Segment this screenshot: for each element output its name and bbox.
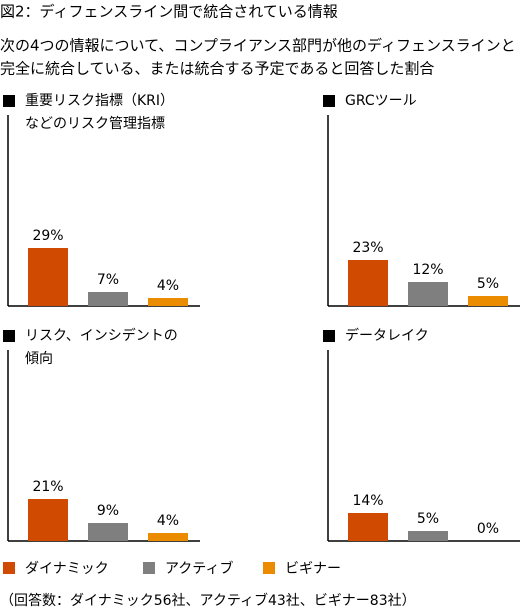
chart-title: 図2：ディフェンスライン間で統合されている情報 (0, 3, 338, 21)
subtitle: 次の4つの情報について、コンプライアンス部門が他のディフェンスラインと (0, 37, 516, 55)
legend-label: アクティブ (165, 560, 233, 577)
value-label: 5% (477, 276, 499, 292)
bar (148, 533, 188, 541)
bar (88, 523, 128, 541)
panel-title: GRCツール (345, 93, 417, 109)
legend-swatch (143, 562, 155, 574)
bar (88, 292, 128, 306)
bar (348, 513, 388, 541)
panel-marker (323, 95, 335, 107)
legend-label: ダイナミック (25, 561, 109, 577)
value-label: 0% (477, 521, 499, 537)
value-label: 5% (417, 511, 439, 527)
panel-title: 傾向 (25, 351, 53, 367)
panel-marker (3, 330, 15, 342)
panel-marker (323, 330, 335, 342)
bar (28, 248, 68, 306)
value-label: 4% (157, 513, 179, 529)
panel-title: データレイク (345, 327, 429, 344)
bar (28, 499, 68, 541)
note: （回答数：ダイナミック56社、アクティブ43社、ビギナー83社） (0, 592, 416, 609)
value-label: 7% (97, 272, 119, 288)
panel-title: 重要リスク指標（KRI） (25, 93, 174, 109)
value-label: 23% (352, 240, 383, 256)
value-label: 12% (412, 262, 443, 278)
bar (348, 260, 388, 306)
value-label: 9% (97, 503, 119, 519)
value-label: 29% (32, 228, 63, 244)
legend-swatch (3, 562, 15, 574)
value-label: 14% (352, 493, 383, 509)
panel-marker (3, 95, 15, 107)
subtitle: 完全に統合している、または統合する予定であると回答した割合 (0, 60, 434, 78)
panel-title: などのリスク管理指標 (25, 116, 165, 132)
bar (408, 282, 448, 306)
bar (148, 298, 188, 306)
legend-label: ビギナー (285, 561, 341, 577)
bar (468, 296, 508, 306)
value-label: 4% (157, 278, 179, 294)
bar (408, 531, 448, 541)
panel-title: リスク、インシデントの (25, 327, 178, 344)
legend-swatch (263, 562, 275, 574)
value-label: 21% (32, 479, 63, 495)
